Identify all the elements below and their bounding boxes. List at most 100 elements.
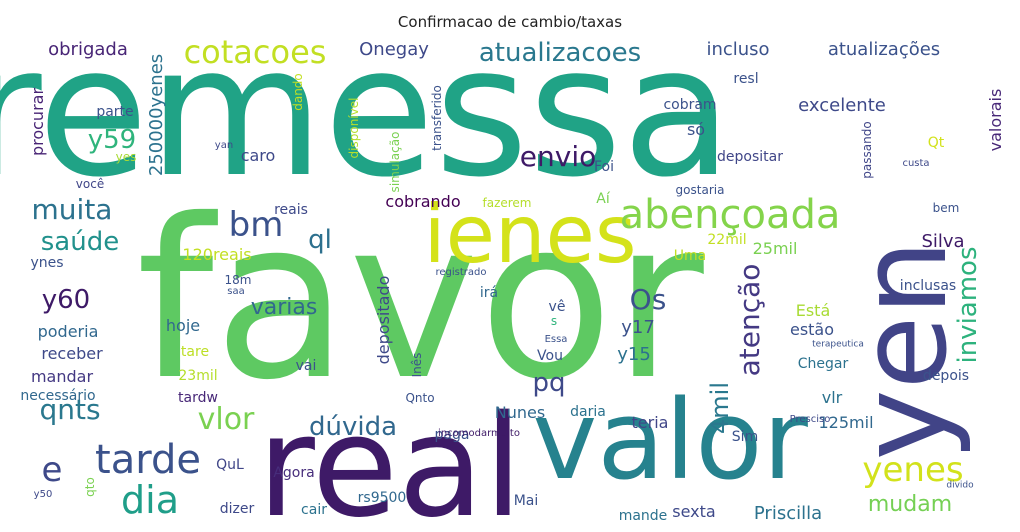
word-41: 120reais bbox=[182, 245, 252, 264]
word-32: incluso bbox=[706, 39, 770, 60]
word-44: hoje bbox=[165, 316, 201, 335]
word-0: remessa bbox=[0, 8, 733, 217]
word-25: e bbox=[41, 450, 63, 490]
word-5: ienes bbox=[423, 188, 637, 281]
word-72: cobram bbox=[663, 97, 717, 113]
word-67: Mai bbox=[513, 493, 539, 509]
word-71: só bbox=[686, 120, 706, 139]
word-93: Vou bbox=[537, 348, 563, 364]
word-22: vlor bbox=[197, 402, 255, 437]
word-34: valorais bbox=[986, 88, 1005, 152]
word-113: qto bbox=[83, 477, 97, 497]
word-86: depois bbox=[922, 368, 970, 384]
word-2: real bbox=[257, 386, 523, 532]
word-36: procurar bbox=[28, 87, 47, 157]
word-78: Aí bbox=[596, 191, 610, 207]
word-55: depositado bbox=[374, 275, 393, 365]
word-53: y17 bbox=[621, 317, 655, 338]
word-12: saúde bbox=[40, 227, 120, 257]
word-10: bm bbox=[228, 205, 284, 245]
word-47: mandar bbox=[30, 367, 94, 386]
word-69: Priscilla bbox=[753, 503, 823, 524]
word-27: yenes bbox=[862, 450, 964, 490]
word-92: Sim bbox=[731, 429, 759, 445]
word-111: yan bbox=[214, 140, 234, 151]
word-88: necessário bbox=[20, 388, 96, 404]
word-66: dizer bbox=[219, 501, 255, 517]
word-91: daria bbox=[570, 404, 606, 420]
word-31: Onegay bbox=[359, 39, 429, 60]
word-35: excelente bbox=[798, 95, 886, 116]
word-74: parte bbox=[96, 104, 134, 120]
word-18: pq bbox=[532, 368, 566, 398]
word-29: 4mil bbox=[706, 382, 734, 434]
word-30: obrigada bbox=[48, 39, 128, 60]
word-8: atualizacoes bbox=[478, 38, 642, 68]
chart-title: Confirmacao de cambio/taxas bbox=[397, 13, 623, 31]
word-90: Qnto bbox=[405, 391, 435, 405]
word-59: teria bbox=[631, 413, 669, 432]
word-43: 25mil bbox=[752, 239, 798, 258]
word-42: Silva bbox=[921, 231, 965, 252]
word-94: vê bbox=[548, 299, 566, 315]
word-65: cair bbox=[301, 502, 327, 518]
word-52: Está bbox=[795, 301, 831, 320]
word-58: paga bbox=[434, 427, 470, 443]
word-49: 23mil bbox=[178, 368, 218, 384]
word-16: varias bbox=[250, 295, 318, 320]
word-64: rs9500 bbox=[357, 490, 407, 506]
word-51: estão bbox=[789, 320, 835, 339]
word-77: fazerem bbox=[482, 196, 532, 210]
word-79: Foi bbox=[593, 159, 615, 175]
word-73: depositar bbox=[717, 149, 783, 165]
word-112: y50 bbox=[33, 489, 53, 500]
word-87: vai bbox=[295, 358, 317, 374]
word-45: poderia bbox=[37, 322, 99, 341]
word-61: 125mil bbox=[818, 413, 874, 432]
word-84: inclusas bbox=[899, 278, 957, 294]
word-57: Nunes bbox=[494, 403, 546, 422]
word-83: bem bbox=[932, 201, 960, 215]
word-60: vlr bbox=[821, 388, 843, 407]
word-62: QuL bbox=[216, 457, 244, 473]
word-21: qnts bbox=[39, 393, 101, 426]
word-3: valor bbox=[532, 376, 808, 504]
word-68: sexta bbox=[672, 502, 716, 521]
word-48: tare bbox=[180, 344, 210, 360]
word-99: simulação bbox=[388, 131, 402, 193]
word-14: y60 bbox=[41, 285, 91, 315]
word-104: Presciso bbox=[789, 414, 831, 425]
word-115: s bbox=[550, 314, 558, 328]
word-15: ql bbox=[308, 225, 332, 255]
word-97: passando bbox=[860, 121, 874, 179]
word-105: incomodarmuito bbox=[438, 428, 520, 439]
word-26: dia bbox=[121, 478, 179, 522]
word-95: Qt bbox=[927, 135, 945, 151]
word-96: resl bbox=[733, 71, 759, 87]
word-17: Os bbox=[629, 283, 667, 316]
word-54: y15 bbox=[617, 344, 651, 365]
word-100: transferido bbox=[430, 85, 444, 151]
word-46: receber bbox=[41, 344, 103, 363]
word-89: ynes bbox=[30, 255, 64, 271]
word-7: cotacoes bbox=[183, 33, 327, 71]
word-75: você bbox=[75, 177, 105, 191]
word-20: inviamos bbox=[953, 246, 983, 364]
word-101: disponível bbox=[347, 97, 361, 159]
word-106: divido bbox=[946, 480, 974, 491]
word-109: 18m bbox=[224, 273, 252, 287]
word-81: 22mil bbox=[707, 232, 747, 248]
word-13: y59 bbox=[87, 125, 137, 155]
word-1: favor bbox=[136, 172, 704, 428]
word-6: abençoada bbox=[619, 192, 841, 238]
word-24: tarde bbox=[95, 437, 201, 483]
word-38: caro bbox=[240, 146, 276, 165]
word-98: custa bbox=[902, 158, 930, 169]
word-28: mudam bbox=[867, 492, 953, 517]
word-76: yes bbox=[115, 150, 137, 164]
word-33: atualizações bbox=[827, 39, 941, 60]
word-114: Inês bbox=[410, 352, 424, 378]
word-102: dando bbox=[291, 73, 305, 111]
